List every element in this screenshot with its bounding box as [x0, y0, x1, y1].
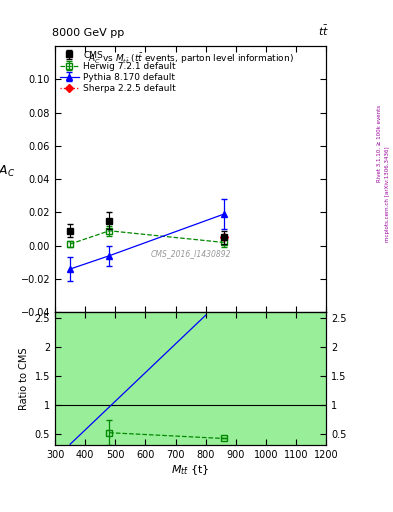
X-axis label: $M_{t\bar{t}}$ {t}: $M_{t\bar{t}}$ {t} [171, 463, 210, 477]
Text: 8000 GeV pp: 8000 GeV pp [52, 28, 125, 38]
Legend: CMS, Herwig 7.2.1 default, Pythia 8.170 default, Sherpa 2.2.5 default: CMS, Herwig 7.2.1 default, Pythia 8.170 … [58, 49, 178, 95]
Text: $t\bar{t}$: $t\bar{t}$ [318, 24, 329, 38]
Text: mcplots.cern.ch [arXiv:1306.3436]: mcplots.cern.ch [arXiv:1306.3436] [385, 147, 389, 242]
Text: CMS_2016_I1430892: CMS_2016_I1430892 [151, 249, 231, 258]
Y-axis label: $A_C$: $A_C$ [0, 164, 15, 179]
Text: Rivet 3.1.10, ≥ 100k events: Rivet 3.1.10, ≥ 100k events [377, 105, 382, 182]
Y-axis label: Ratio to CMS: Ratio to CMS [19, 348, 29, 410]
Text: $A_C$ vs $M_{t\bar{t}}$ ($t\bar{t}$ events, parton level information): $A_C$ vs $M_{t\bar{t}}$ ($t\bar{t}$ even… [88, 51, 294, 66]
